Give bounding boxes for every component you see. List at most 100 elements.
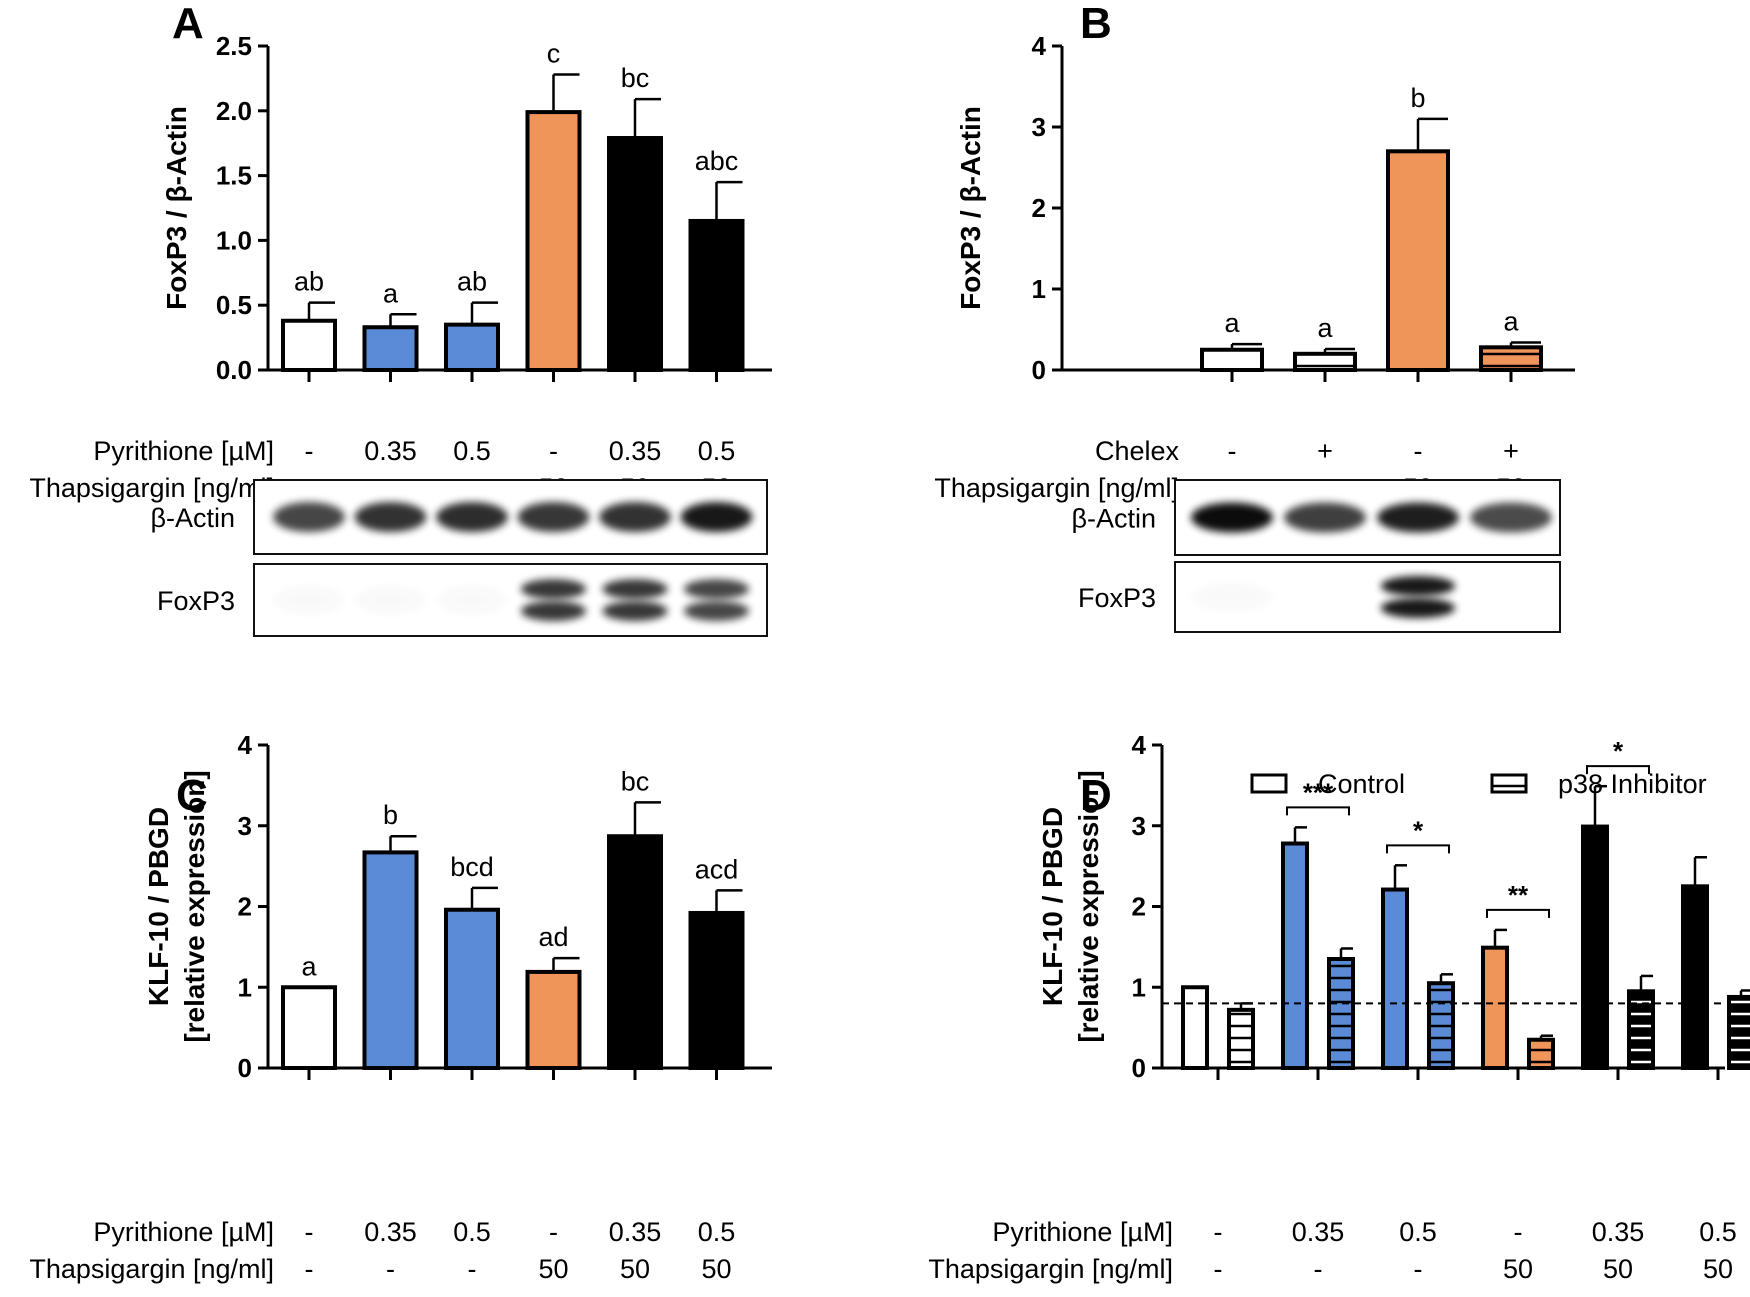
- y-tick-label: 2: [238, 892, 252, 922]
- panel-label-d: D: [1080, 771, 1112, 820]
- condition-value: -: [549, 436, 558, 466]
- panel-d: 0 1 2 3 4 KLF-10 / PBGD [relative expression] *…: [928, 730, 1750, 1284]
- bar: [1281, 841, 1309, 1071]
- y-tick-label: 1.0: [216, 225, 252, 255]
- panel-label-b: B: [1080, 0, 1112, 48]
- panel-c: 0 1 2 3 4 KLF-10 / PBGD [relative expression] a…: [29, 730, 772, 1284]
- blot-band: [683, 601, 750, 621]
- y-tick-label: 0.0: [216, 355, 252, 385]
- blot-band: [1380, 576, 1456, 596]
- condition-value: -: [305, 1254, 314, 1284]
- condition-row-label: Pyrithione [µM]: [93, 1217, 274, 1247]
- blot-band: [680, 502, 753, 532]
- significance-letter: acd: [695, 854, 739, 884]
- blot-band: [1191, 502, 1273, 533]
- bar: [1227, 1007, 1255, 1070]
- bar: [1386, 149, 1450, 372]
- bar: [607, 834, 663, 1070]
- y-tick-label: 1.5: [216, 161, 252, 191]
- blot-band: [273, 585, 345, 615]
- y-axis-label-unit: [relative expression]: [1073, 770, 1104, 1042]
- y-axis-label: FoxP3 / β-Actin: [955, 106, 986, 310]
- condition-row-label: Thapsigargin [ng/ml]: [934, 473, 1179, 503]
- significance-bracket: [1386, 844, 1450, 854]
- y-tick-label: 2: [1132, 892, 1146, 922]
- bar: [1581, 824, 1609, 1070]
- bar: [1427, 981, 1455, 1071]
- blot-band: [1470, 502, 1552, 533]
- bar: [1381, 887, 1409, 1070]
- bar: [525, 110, 582, 372]
- blot-band: [1284, 502, 1366, 533]
- blot-row-label: FoxP3: [1078, 583, 1156, 613]
- bar: [444, 907, 500, 1070]
- condition-value: 0.35: [364, 436, 417, 466]
- blot-band: [602, 579, 668, 599]
- condition-value: -: [386, 1254, 395, 1284]
- blot-band: [1377, 502, 1459, 533]
- significance-bracket: [1286, 806, 1350, 816]
- condition-value: 0.5: [698, 1217, 736, 1247]
- condition-value: 0.5: [1399, 1217, 1437, 1247]
- y-tick-label: 4: [238, 730, 253, 760]
- blot-band: [602, 601, 668, 621]
- condition-value: 50: [701, 1254, 731, 1284]
- y-tick-label: 1: [1132, 972, 1146, 1002]
- bar: [1481, 945, 1509, 1070]
- bar: [362, 325, 419, 372]
- significance-letter: ab: [457, 267, 487, 297]
- y-axis-label: FoxP3 / β-Actin: [161, 106, 192, 310]
- blot-band: [436, 502, 508, 532]
- legend-label: p38 Inhibitor: [1558, 769, 1707, 799]
- blot-band: [1191, 582, 1273, 612]
- condition-value: +: [1317, 436, 1333, 466]
- bar: [444, 322, 500, 373]
- bar: [607, 136, 663, 372]
- condition-value: -: [1414, 1254, 1423, 1284]
- y-axis-label: KLF-10 / PBGD: [143, 807, 174, 1006]
- condition-row-label: Thapsigargin [ng/ml]: [29, 473, 274, 503]
- condition-value: -: [1214, 1217, 1223, 1247]
- y-tick-label: 4: [1032, 31, 1047, 61]
- y-tick-label: 0: [1032, 355, 1046, 385]
- y-tick-label: 0.5: [216, 290, 252, 320]
- bar: [525, 969, 582, 1070]
- condition-value: 50: [538, 1254, 568, 1284]
- condition-value: 0.5: [453, 1217, 491, 1247]
- y-tick-label: 2: [1032, 193, 1046, 223]
- y-tick-label: 1: [238, 972, 252, 1002]
- condition-value: 50: [1503, 1254, 1533, 1284]
- y-tick-label: 0: [238, 1053, 252, 1083]
- condition-value: 0.35: [364, 1217, 417, 1247]
- blot-band: [599, 502, 671, 532]
- blot-band: [520, 579, 587, 599]
- blot-band: [436, 585, 508, 615]
- bar: [1527, 1037, 1555, 1071]
- bar: [1327, 956, 1355, 1070]
- blot-frame: [253, 563, 768, 637]
- panel-b: 0 1 2 3 4 FoxP3 / β-Actin a a b a Chelex - + - + Thapsi…: [934, 31, 1575, 633]
- blot-row-label: β-Actin: [150, 503, 235, 533]
- panel-label-a: A: [172, 0, 204, 48]
- bar: [1727, 994, 1750, 1070]
- condition-row-label: Pyrithione [µM]: [93, 436, 274, 466]
- bar: [281, 985, 337, 1070]
- condition-value: -: [1214, 1254, 1223, 1284]
- blot-row-label: FoxP3: [157, 586, 235, 616]
- blot-band: [1380, 598, 1456, 618]
- y-tick-label: 2.0: [216, 96, 252, 126]
- legend-label: Control: [1318, 769, 1405, 799]
- condition-value: -: [1414, 436, 1423, 466]
- legend-swatch: [1250, 773, 1288, 794]
- significance-letter: a: [1224, 308, 1240, 338]
- significance-letter: c: [547, 39, 561, 69]
- condition-value: -: [1514, 1217, 1523, 1247]
- blot-frame: [1174, 561, 1561, 633]
- significance-letter: b: [383, 800, 398, 830]
- condition-value: +: [1503, 436, 1519, 466]
- condition-value: 0.35: [1592, 1217, 1645, 1247]
- blot-band: [517, 502, 590, 532]
- condition-value: -: [305, 436, 314, 466]
- y-tick-label: 0: [1132, 1053, 1146, 1083]
